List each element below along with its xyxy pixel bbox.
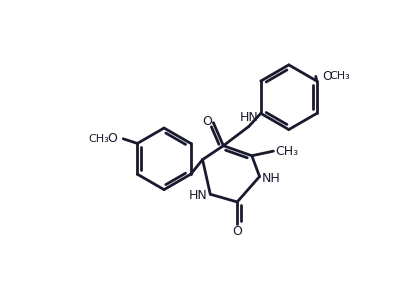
Text: O: O [322,70,332,83]
Text: HN: HN [240,111,259,124]
Text: O: O [107,132,117,145]
Text: CH₃: CH₃ [330,72,351,82]
Text: CH₃: CH₃ [276,145,299,158]
Text: CH₃: CH₃ [88,134,108,144]
Text: HN: HN [189,189,208,202]
Text: NH: NH [262,172,281,185]
Text: O: O [232,225,242,238]
Text: O: O [202,115,212,128]
